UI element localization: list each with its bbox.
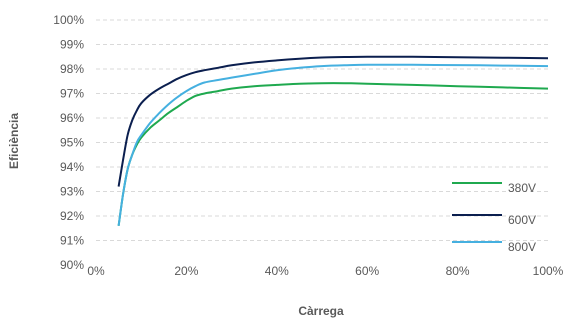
legend-label-380V: 380V [508,181,536,195]
x-tick-label: 60% [355,264,379,278]
x-tick-label: 0% [87,264,105,278]
x-tick-label: 40% [265,264,289,278]
series-line-380V [117,82,549,226]
legend-label-800V: 800V [508,240,536,254]
series-lines [117,55,549,226]
legend-label-600V: 600V [508,213,536,227]
y-tick-label: 94% [60,160,84,174]
x-tick-label: 100% [533,264,564,278]
series-line-800V [117,63,549,226]
y-tick-label: 93% [60,185,84,199]
y-tick-label: 95% [60,136,84,150]
y-tick-label: 100% [53,13,84,27]
series-line-600V [117,55,549,187]
x-axis-title: Càrrega [298,304,344,318]
x-tick-label: 20% [174,264,198,278]
x-tick-label: 80% [446,264,470,278]
legend: 380V 600V 800V [452,181,536,254]
y-tick-label: 97% [60,87,84,101]
gridlines [96,19,548,241]
y-tick-label: 92% [60,209,84,223]
y-tick-label: 96% [60,111,84,125]
y-axis-ticks: 90% 91% 92% 93% 94% 95% 96% 97% 98% 99% 100% [53,13,84,272]
y-tick-label: 99% [60,38,84,52]
x-axis-ticks: 0% 20% 40% 60% 80% 100% [87,264,563,278]
y-tick-label: 98% [60,62,84,76]
y-axis-title: Eficiència [7,113,21,169]
y-tick-label: 90% [60,258,84,272]
y-tick-label: 91% [60,234,84,248]
